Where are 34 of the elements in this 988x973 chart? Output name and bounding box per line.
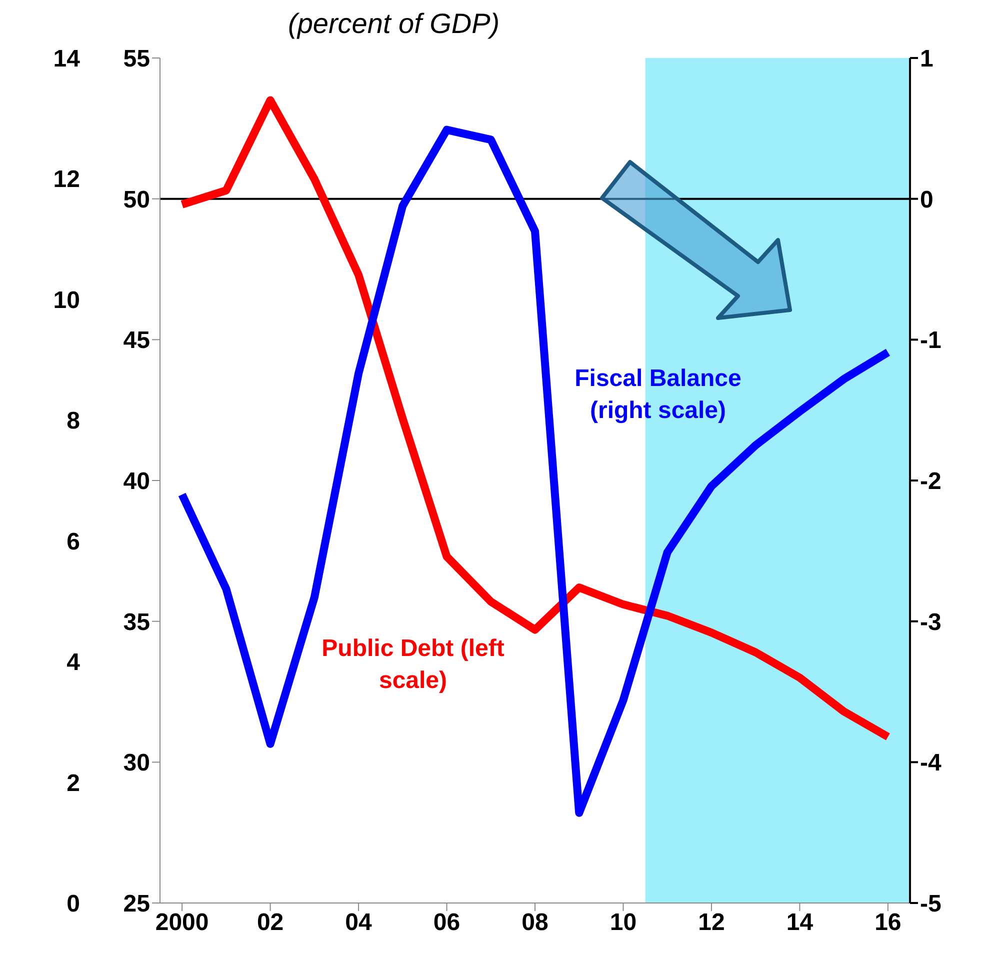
y2-tick-label: 0	[920, 186, 934, 214]
y-tick-label: 25	[123, 890, 150, 918]
x-tick-label: 14	[786, 909, 814, 936]
y3-tick-label: 0	[66, 890, 80, 918]
x-tick-label: 06	[433, 909, 460, 936]
y3-tick-label: 10	[53, 286, 80, 314]
y3-tick-label: 12	[53, 166, 80, 194]
y-tick-label: 45	[123, 327, 150, 354]
y2-tick-label: 1	[920, 46, 934, 73]
y-tick-label: 55	[123, 46, 150, 73]
y-tick-label: 30	[123, 750, 150, 777]
x-tick-label: 10	[610, 909, 637, 936]
x-tick-label: 04	[345, 909, 373, 936]
y3-tick-label: 4	[66, 649, 81, 676]
y2-tick-label: -2	[920, 468, 942, 496]
x-tick-label: 08	[522, 909, 548, 936]
y2-tick-label: -1	[920, 327, 942, 354]
x-tick-label: 16	[874, 909, 902, 936]
y3-tick-label: 8	[66, 408, 80, 435]
x-tick-label: 2000	[155, 909, 209, 936]
y3-tick-label: 2	[66, 770, 80, 797]
x-tick-label: 12	[698, 909, 725, 936]
series-label: Fiscal Balance (right scale)	[574, 364, 742, 426]
x-tick-label: 02	[256, 909, 284, 936]
y3-tick-label: 14	[53, 46, 81, 73]
y-tick-label: 50	[123, 186, 150, 214]
y-tick-label: 40	[123, 468, 150, 496]
y2-tick-label: -4	[920, 750, 942, 777]
y-tick-label: 35	[123, 608, 150, 636]
y3-tick-label: 6	[66, 528, 80, 556]
series-label: Public Debt (left scale)	[320, 634, 506, 696]
y2-tick-label: -5	[920, 890, 942, 918]
y2-tick-label: -3	[920, 608, 942, 636]
chart-title: (percent of GDP)	[288, 8, 500, 40]
